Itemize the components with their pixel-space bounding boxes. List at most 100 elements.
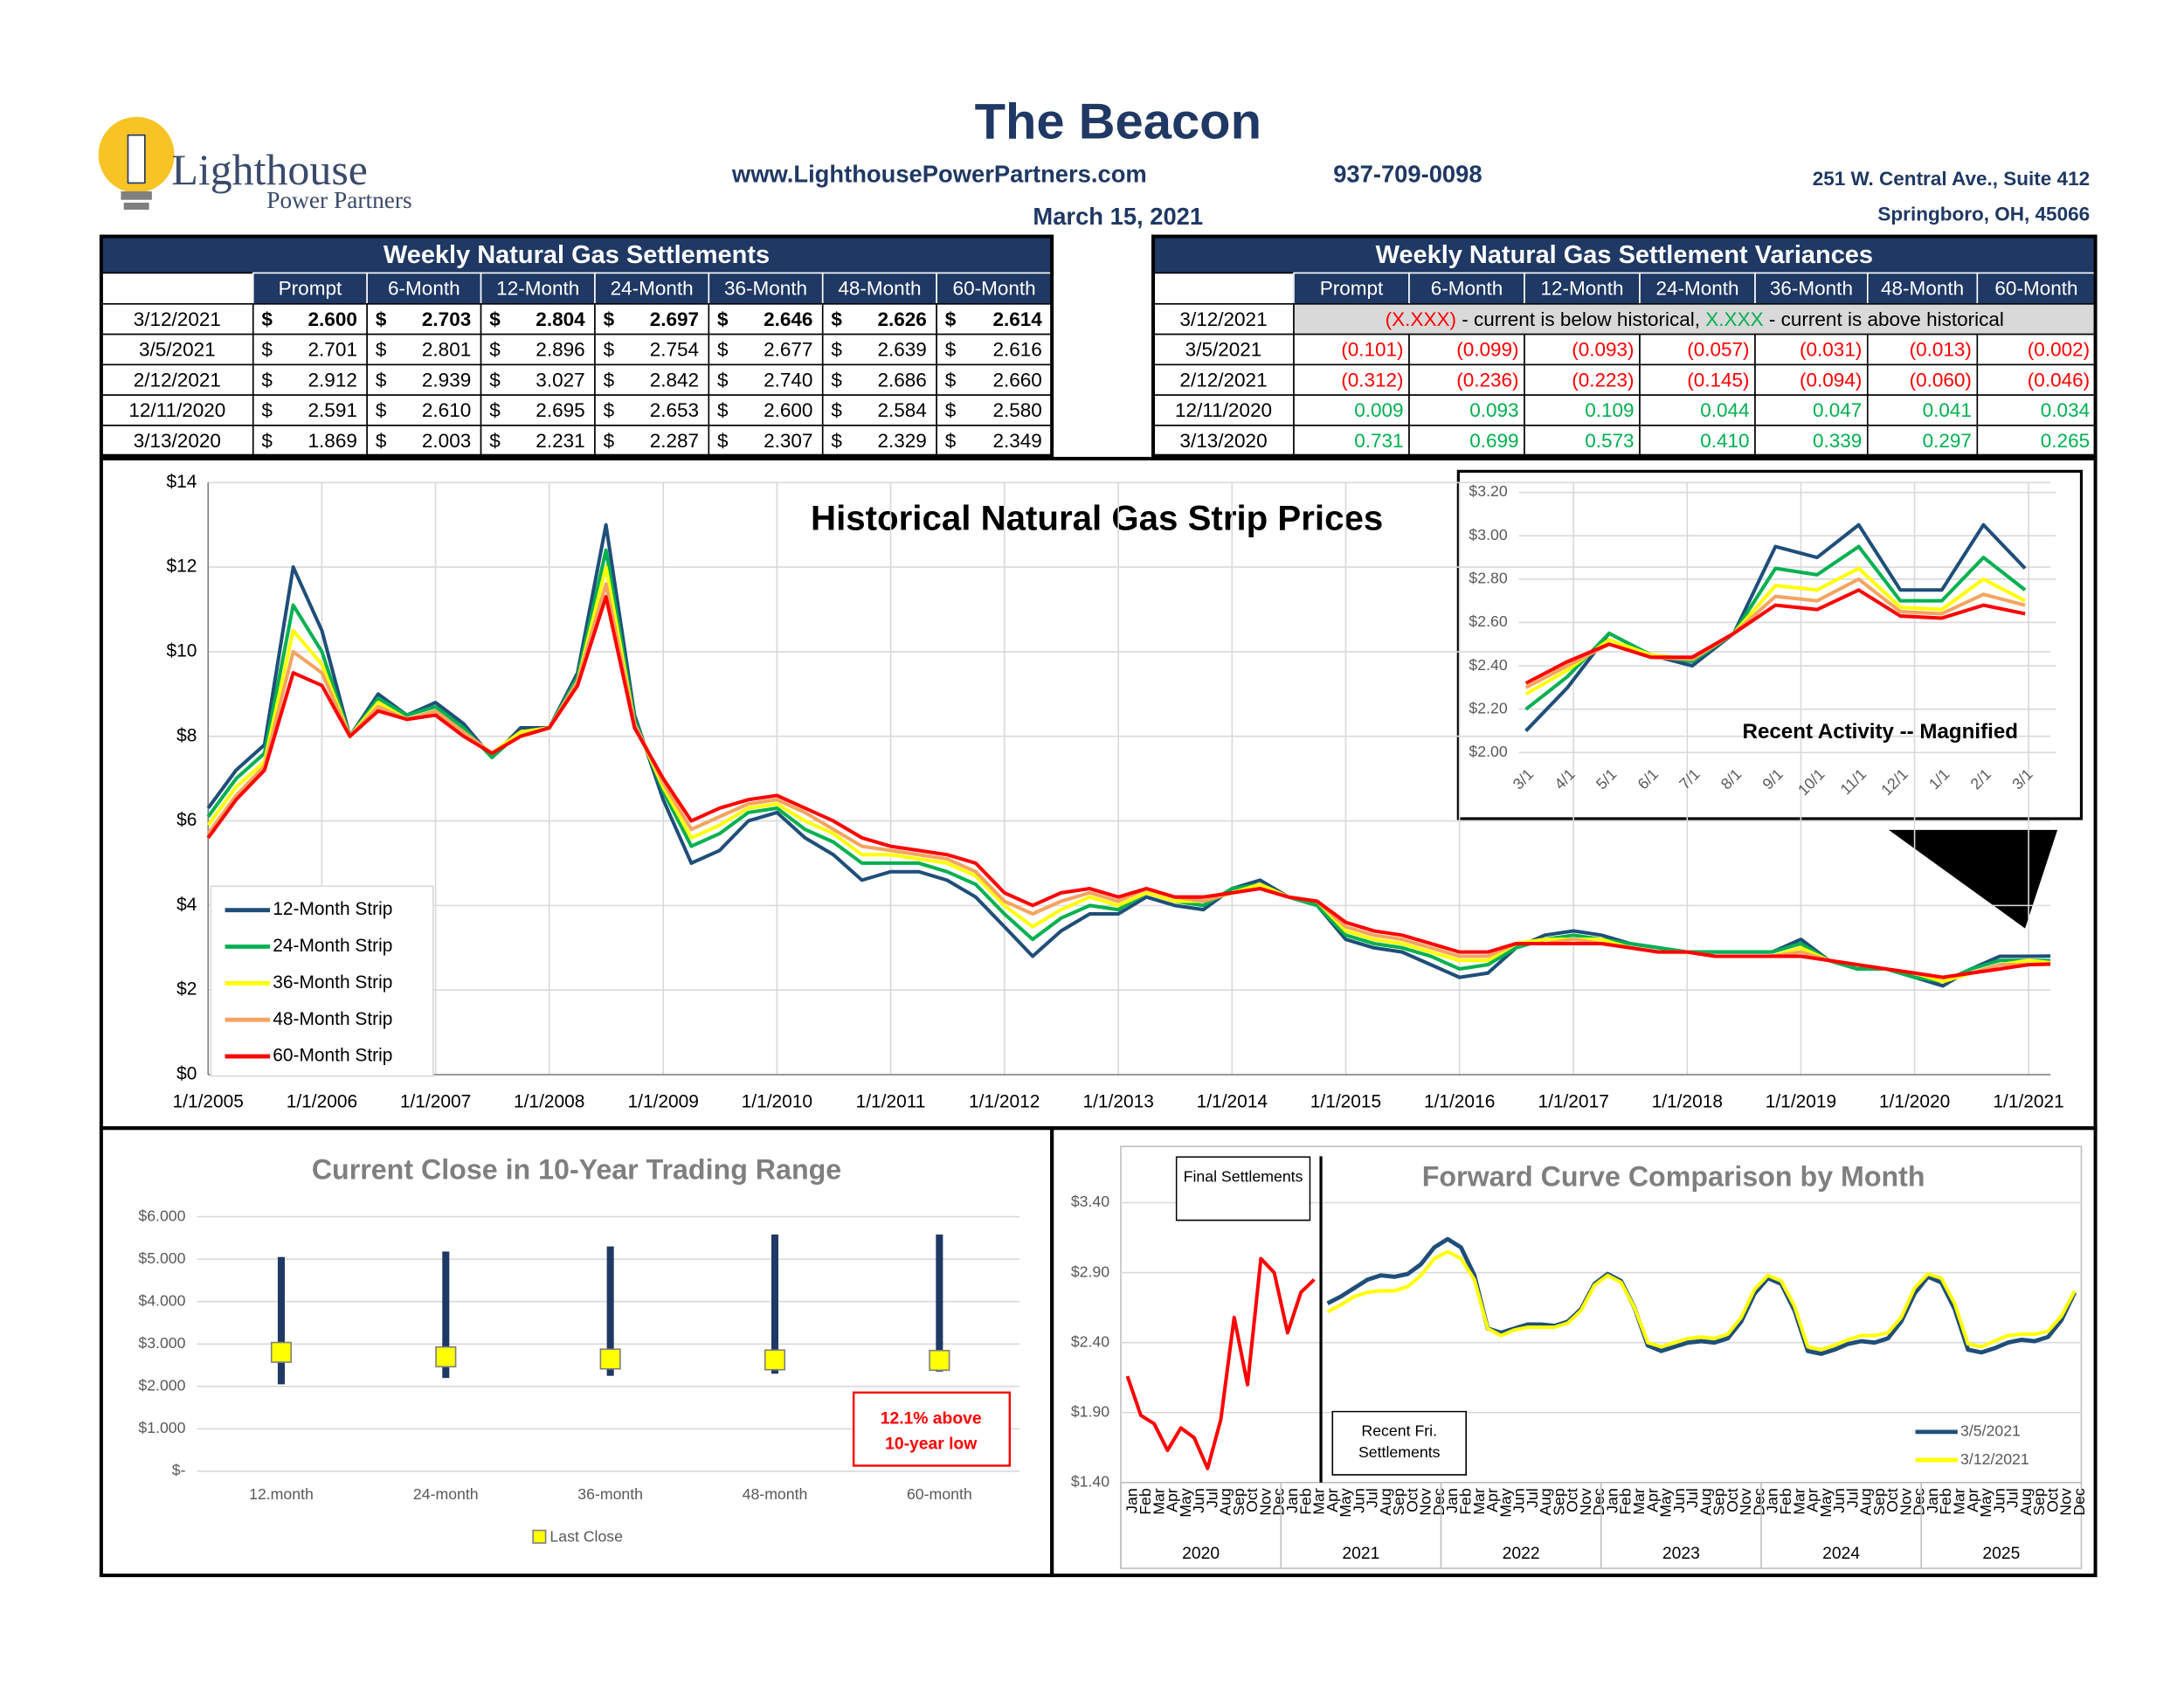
table-cell [1408, 363, 1525, 396]
x-tick-label: Feb [1296, 1488, 1314, 1515]
x-tick-label: 1/1/2013 [1082, 1092, 1153, 1112]
table-cell [1639, 425, 1756, 457]
logo-name: Lighthouse [171, 146, 367, 194]
x-tick-label: Nov [1417, 1488, 1434, 1516]
variance-value: 0.297 [1923, 430, 1972, 452]
y-tick-label: $12 [166, 557, 197, 577]
legend-part: X.XXX [1705, 308, 1763, 330]
website[interactable]: www.LighthousePowerPartners.com [731, 161, 1147, 188]
currency-symbol: $ [261, 399, 273, 421]
currency-symbol: $ [261, 308, 273, 330]
y-tick-label: $10 [166, 640, 197, 661]
last-close-marker [599, 1348, 621, 1370]
legend-swatch [532, 1529, 547, 1544]
variance-value: 0.109 [1585, 399, 1634, 421]
x-tick-label: Sep [1230, 1488, 1248, 1516]
header-cell [100, 272, 254, 305]
legend-label: 3/12/2021 [1960, 1450, 2029, 1468]
settlement-price: 2.600 [308, 308, 357, 330]
currency-symbol: $ [945, 430, 957, 452]
x-tick-label: Jun [1350, 1488, 1367, 1513]
table-cell [252, 394, 368, 426]
currency-symbol: $ [261, 369, 273, 391]
variance-value: (0.013) [1910, 339, 1972, 361]
legend-label: 24-Month Strip [273, 936, 392, 956]
currency-symbol: $ [831, 399, 842, 421]
y-tick-label: $2.90 [1071, 1263, 1109, 1280]
variance-value: (0.145) [1687, 369, 1749, 391]
x-tick-label: Mar [1951, 1488, 1968, 1515]
settlement-price: 2.584 [877, 399, 926, 421]
table-cell [594, 333, 710, 366]
x-tick-label: 1/1/2011 [856, 1092, 926, 1112]
settlement-price: 2.804 [536, 308, 585, 330]
variance-value: (0.312) [1341, 369, 1403, 391]
x-tick-label: Nov [1577, 1488, 1594, 1516]
x-tick-label: 24-month [413, 1485, 479, 1503]
legend-label: 36-Month Strip [273, 972, 392, 993]
x-tick-label: Mar [1790, 1488, 1807, 1515]
column-header: 24-Month [1655, 278, 1738, 300]
annotation: 10-year low [885, 1435, 978, 1453]
variance-value: 0.093 [1469, 399, 1518, 421]
currency-symbol: $ [261, 339, 273, 361]
currency-symbol: $ [604, 308, 615, 330]
x-tick-label: 1/1/2014 [1197, 1092, 1268, 1112]
variance-value: (0.057) [1687, 339, 1749, 361]
variance-value: (0.046) [2028, 369, 2090, 391]
x-tick-label: Nov [1737, 1488, 1754, 1516]
last-close-marker [270, 1341, 293, 1363]
variance-value: 0.041 [1923, 399, 1972, 421]
x-tick-label: Jan [1764, 1488, 1781, 1513]
header-cell [480, 272, 596, 305]
settlement-price: 2.003 [422, 430, 471, 452]
logo-base [121, 191, 152, 200]
settlement-price: 2.231 [536, 430, 584, 452]
settlement-price: 2.616 [992, 339, 1041, 361]
legend-label: 3/5/2021 [1960, 1422, 2021, 1440]
x-tick-label: Apr [1483, 1488, 1501, 1512]
x-tick-label: Mar [1470, 1488, 1488, 1515]
y-tick-label: $1.40 [1071, 1473, 1109, 1491]
table-cell [366, 333, 482, 366]
x-tick-label: May [1496, 1488, 1514, 1518]
chart-title: Forward Curve Comparison by Month [1422, 1161, 1925, 1193]
table-border [1151, 234, 2098, 458]
variance-value: (0.236) [1456, 369, 1518, 391]
variance-value: (0.093) [1572, 339, 1634, 361]
year-label: 2025 [1982, 1545, 2020, 1563]
x-tick-label: 1/1/2018 [1652, 1092, 1723, 1112]
currency-symbol: $ [945, 369, 957, 391]
settlement-price: 2.912 [308, 369, 357, 391]
table-cell [821, 303, 937, 336]
y-tick-label: $- [172, 1462, 186, 1479]
x-tick-label: 48-month [743, 1485, 808, 1503]
y-tick-label: $6.000 [138, 1207, 185, 1224]
table-cell [594, 303, 710, 336]
year-label: 2022 [1503, 1545, 1540, 1563]
series-line [1524, 544, 2027, 711]
currency-symbol: $ [489, 430, 501, 452]
annotation-box: Recent Fri. Settlements [1331, 1410, 1468, 1476]
x-tick-label: 1/1/2017 [1538, 1092, 1608, 1112]
x-tick-label: Jan [1603, 1488, 1621, 1513]
settlement-price: 2.600 [764, 399, 812, 421]
series-line [1125, 1256, 1316, 1470]
settlement-price: 2.646 [764, 308, 812, 330]
y-tick-label: $4.000 [138, 1291, 185, 1309]
currency-symbol: $ [831, 369, 842, 391]
settlement-price: 2.695 [536, 399, 584, 421]
annotation: Recent Fri. Settlements [1331, 1410, 1468, 1476]
x-tick-label: Feb [1457, 1488, 1475, 1515]
last-close-marker [435, 1346, 457, 1368]
x-tick-label: Sep [2030, 1488, 2048, 1516]
x-tick-label: 1/1/2015 [1310, 1092, 1381, 1112]
series-line [206, 594, 2051, 979]
x-tick-label: Dec [1590, 1488, 1607, 1516]
currency-symbol: $ [831, 430, 842, 452]
currency-symbol: $ [489, 308, 501, 330]
x-tick-label: Oct [1724, 1488, 1741, 1512]
settlement-price: 2.610 [422, 399, 471, 421]
address: 251 W. Central Ave., Suite 412 [1813, 168, 2090, 190]
row-date: 12/11/2020 [128, 399, 225, 421]
